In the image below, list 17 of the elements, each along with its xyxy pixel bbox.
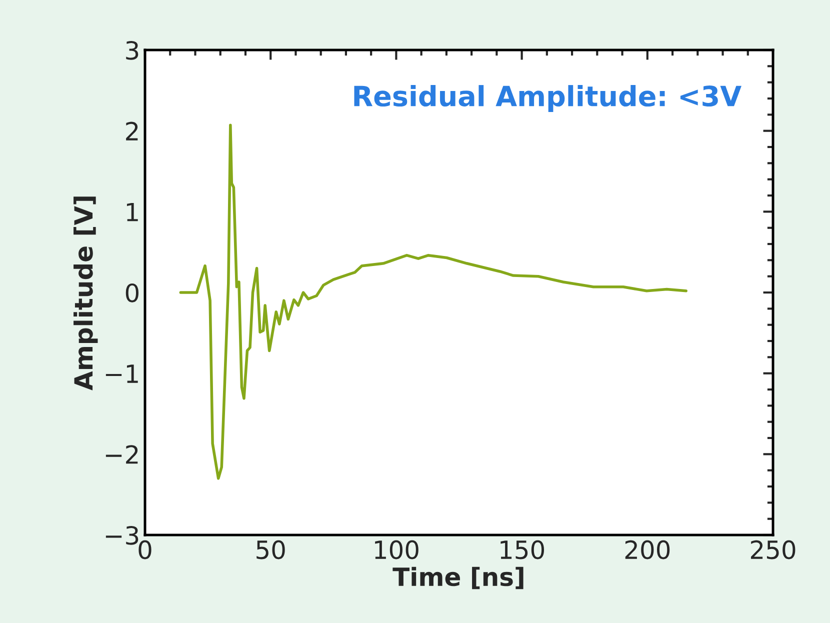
y-tick-label: −2 <box>106 445 138 464</box>
x-tick-label: 250 <box>750 540 796 560</box>
line-series <box>179 124 688 480</box>
y-tick-label: −1 <box>106 364 138 383</box>
y-tick-label: 2 <box>126 122 138 140</box>
x-tick-label: 0 <box>138 540 152 560</box>
y-axis-title: Amplitude [V] <box>74 196 98 390</box>
annotation: Residual Amplitude: <3V <box>354 85 742 112</box>
x-tick-label: 150 <box>500 540 544 560</box>
y-tick-label: −3 <box>106 526 138 545</box>
y-tick-label: 1 <box>126 202 138 222</box>
y-tick-label: 3 <box>126 40 138 60</box>
x-tick-label: 100 <box>375 540 418 560</box>
x-tick-label: 50 <box>256 540 285 560</box>
x-tick-label: 200 <box>625 540 670 560</box>
x-axis-title: Time [ns] <box>392 566 524 590</box>
y-tick-label: 0 <box>126 283 138 302</box>
